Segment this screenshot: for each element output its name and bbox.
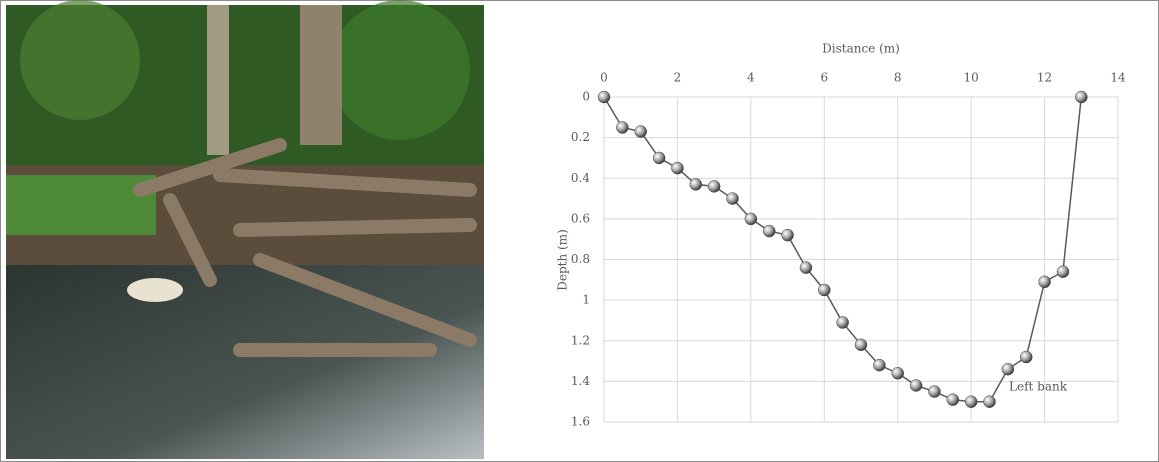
data-point: [855, 339, 867, 351]
data-point: [745, 213, 757, 225]
data-point: [653, 152, 665, 164]
y-tick-label: 0: [582, 90, 590, 104]
data-point: [1002, 363, 1014, 375]
y-tick-label: 1: [582, 293, 590, 307]
data-point: [965, 396, 977, 408]
data-point: [984, 396, 996, 408]
photo: [6, 0, 484, 459]
data-point: [671, 162, 683, 174]
annotation: Left bank: [1009, 380, 1068, 394]
x-tick-label: 0: [600, 71, 608, 85]
data-point: [598, 91, 610, 103]
y-tick-label: 1.6: [571, 415, 590, 429]
y-tick-label: 0.6: [571, 211, 590, 225]
x-tick-label: 8: [894, 71, 902, 85]
data-point: [782, 229, 794, 241]
x-tick-label: 4: [747, 71, 755, 85]
data-point: [892, 367, 904, 379]
x-tick-label: 2: [674, 71, 682, 85]
data-point: [763, 225, 775, 237]
y-tick-label: 1.4: [571, 374, 590, 388]
data-point: [873, 359, 885, 371]
data-point: [800, 262, 812, 274]
data-point: [818, 284, 830, 296]
data-point: [1075, 91, 1087, 103]
data-point: [708, 180, 720, 192]
x-tick-label: 12: [1037, 71, 1052, 85]
data-point: [947, 394, 959, 406]
y-axis-title: Depth (m): [556, 229, 570, 291]
y-tick-label: 0.2: [571, 130, 590, 144]
y-tick-label: 0.8: [571, 252, 590, 266]
screenshot: Distance (m) Depth (m) 0 2 4 6 8 10 12 14 0 0.2 0.…: [0, 0, 1159, 462]
x-tick-label: 14: [1110, 71, 1126, 85]
data-point: [1020, 351, 1032, 363]
x-tick-label: 10: [964, 71, 979, 85]
data-point: [635, 126, 647, 138]
y-tick-label: 1.2: [571, 333, 590, 347]
data-point: [727, 193, 739, 205]
data-point: [690, 178, 702, 190]
data-point: [1057, 266, 1069, 278]
figure: Distance (m) Depth (m) 0 2 4 6 8 10 12 14 0 0.2 0.…: [0, 0, 1159, 462]
data-point: [928, 386, 940, 398]
x-tick-label: 6: [820, 71, 828, 85]
y-tick-label: 0.4: [571, 171, 590, 185]
x-axis-title: Distance (m): [822, 42, 900, 56]
data-point: [616, 121, 628, 133]
data-point: [910, 379, 922, 391]
data-point: [1039, 276, 1051, 288]
data-point: [837, 316, 849, 328]
